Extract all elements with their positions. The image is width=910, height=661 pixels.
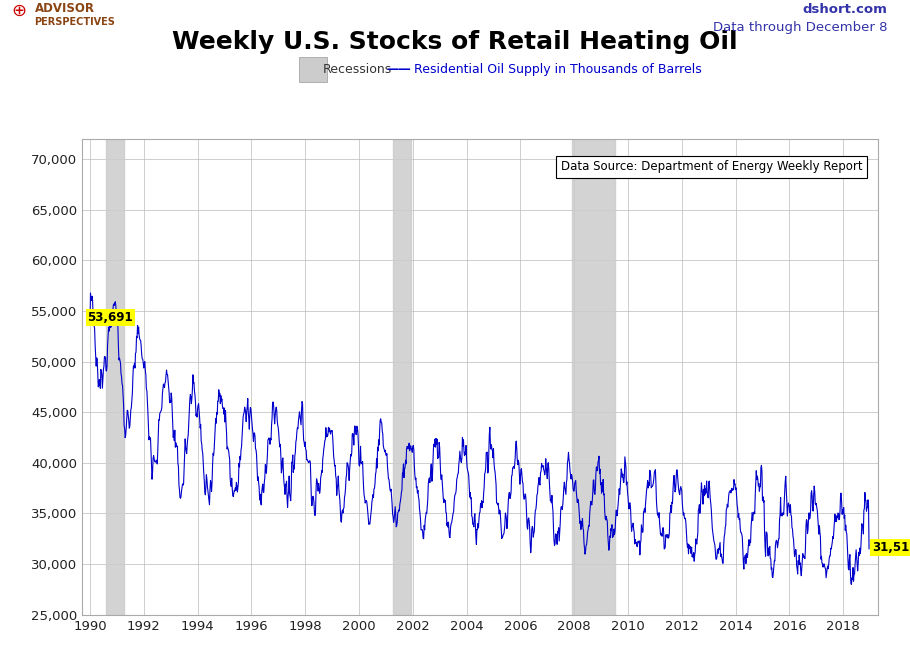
Bar <box>392 139 410 615</box>
Text: Recessions: Recessions <box>323 63 392 76</box>
Text: ADVISOR: ADVISOR <box>35 2 95 15</box>
Text: ——: —— <box>387 63 411 76</box>
Text: Weekly U.S. Stocks of Retail Heating Oil: Weekly U.S. Stocks of Retail Heating Oil <box>172 30 738 54</box>
Text: dshort.com: dshort.com <box>803 3 887 17</box>
Text: Data through December 8: Data through December 8 <box>713 21 887 34</box>
Text: Data Source: Department of Energy Weekly Report: Data Source: Department of Energy Weekly… <box>561 160 862 173</box>
Bar <box>572 139 614 615</box>
Text: 53,691: 53,691 <box>87 311 133 324</box>
Text: ⊕: ⊕ <box>11 2 26 20</box>
Text: 31,515: 31,515 <box>872 541 910 554</box>
Bar <box>106 139 124 615</box>
Text: Residential Oil Supply in Thousands of Barrels: Residential Oil Supply in Thousands of B… <box>414 63 702 76</box>
Text: PERSPECTIVES: PERSPECTIVES <box>35 17 116 26</box>
